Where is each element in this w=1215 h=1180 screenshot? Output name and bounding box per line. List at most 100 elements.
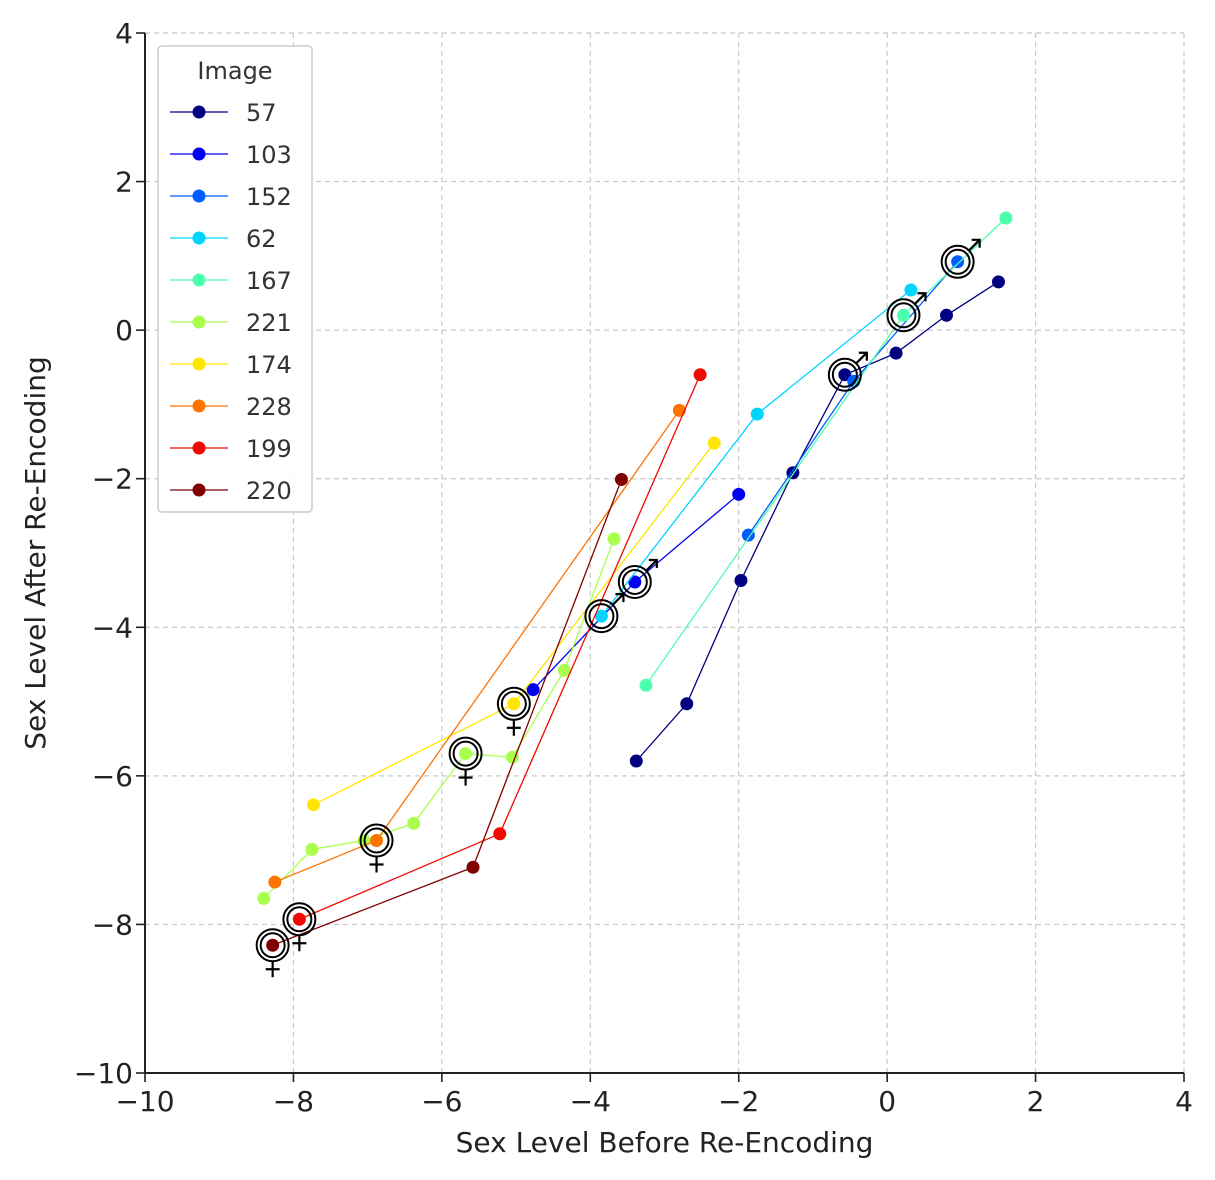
data-point-221 bbox=[257, 891, 271, 905]
legend-entry-57: 57 bbox=[170, 99, 277, 127]
legend-entry-103: 103 bbox=[170, 141, 292, 169]
legend-entry-152: 152 bbox=[170, 183, 292, 211]
sex-marker-57 bbox=[827, 351, 868, 392]
data-point-174 bbox=[507, 697, 521, 711]
data-point-152 bbox=[951, 255, 965, 269]
legend-entry-174: 174 bbox=[170, 351, 292, 379]
legend-entry-228: 228 bbox=[170, 393, 292, 421]
series-line-220 bbox=[272, 479, 623, 946]
marker-ring bbox=[588, 603, 615, 630]
legend-label: 174 bbox=[246, 351, 292, 379]
y-tick-label: 0 bbox=[115, 314, 133, 347]
data-point-220 bbox=[266, 938, 280, 952]
legend-label: 62 bbox=[246, 225, 277, 253]
data-point-220 bbox=[466, 860, 480, 874]
legend-marker bbox=[192, 147, 206, 161]
data-point-174 bbox=[707, 436, 721, 450]
data-point-221 bbox=[305, 842, 319, 856]
y-tick-label: 2 bbox=[115, 166, 133, 199]
data-point-221 bbox=[407, 816, 421, 830]
marker-ring bbox=[500, 690, 527, 717]
marker-ring-outer bbox=[886, 298, 921, 333]
male-arrow-head bbox=[858, 351, 868, 361]
y-tick-label: 4 bbox=[115, 17, 133, 50]
y-tick-label: −2 bbox=[92, 463, 133, 496]
series-line-103 bbox=[532, 493, 740, 691]
legend-marker bbox=[192, 231, 206, 245]
marker-ring bbox=[259, 932, 286, 959]
legend: Image 57 103 152 62 167 221 174 228 199 220 bbox=[157, 45, 313, 513]
data-point-57 bbox=[734, 573, 748, 587]
legend-marker bbox=[192, 273, 206, 287]
y-axis-title: Sex Level After Re-Encoding bbox=[19, 356, 52, 750]
data-point-152 bbox=[741, 528, 755, 542]
male-arrow-shaft bbox=[611, 593, 625, 606]
legend-marker bbox=[192, 441, 206, 455]
data-point-57 bbox=[940, 308, 954, 322]
legend-label: 220 bbox=[246, 477, 292, 505]
legend-marker bbox=[192, 483, 206, 497]
data-point-62 bbox=[904, 283, 918, 297]
data-point-103 bbox=[732, 487, 746, 501]
marker-ring-outer bbox=[827, 357, 862, 392]
marker-ring bbox=[621, 568, 648, 595]
series-line-152 bbox=[747, 261, 959, 536]
legend-entry-220: 220 bbox=[170, 477, 292, 505]
male-arrow-shaft bbox=[913, 292, 927, 306]
legend-box bbox=[157, 45, 313, 513]
data-point-57 bbox=[991, 275, 1005, 289]
legend-marker bbox=[192, 357, 206, 371]
marker-ring-outer bbox=[617, 564, 652, 599]
sex-marker-228 bbox=[359, 823, 394, 873]
marker-ring-outer bbox=[940, 244, 975, 279]
sex-marker-103 bbox=[617, 558, 658, 599]
data-point-174 bbox=[306, 798, 320, 812]
data-point-62 bbox=[594, 609, 608, 623]
data-point-221 bbox=[459, 747, 473, 761]
legend-entry-221: 221 bbox=[170, 309, 292, 337]
data-point-228 bbox=[268, 875, 282, 889]
male-arrow-head bbox=[971, 238, 981, 248]
series-line-62 bbox=[600, 289, 912, 617]
legend-label: 167 bbox=[246, 267, 292, 295]
data-point-167 bbox=[639, 678, 653, 692]
legend-label: 152 bbox=[246, 183, 292, 211]
data-point-167 bbox=[999, 211, 1013, 225]
data-point-103 bbox=[526, 683, 540, 697]
data-point-220 bbox=[614, 472, 628, 486]
legend-marker bbox=[192, 315, 206, 329]
y-tick-label: −4 bbox=[92, 611, 133, 644]
x-tick-label: −6 bbox=[421, 1085, 462, 1118]
legend-label: 221 bbox=[246, 309, 292, 337]
data-point-57 bbox=[889, 346, 903, 360]
legend-title: Image bbox=[197, 57, 272, 85]
male-arrow-head bbox=[917, 292, 927, 302]
male-arrow-shaft bbox=[645, 559, 658, 572]
series-line-221 bbox=[263, 538, 615, 899]
male-arrow-shaft bbox=[967, 239, 981, 252]
data-point-103 bbox=[628, 575, 642, 589]
marker-ring bbox=[363, 827, 390, 854]
data-point-167 bbox=[896, 308, 910, 322]
y-tick-label: −6 bbox=[92, 760, 133, 793]
data-point-57 bbox=[629, 754, 643, 768]
x-tick-label: −2 bbox=[718, 1085, 759, 1118]
x-axis-title: Sex Level Before Re-Encoding bbox=[456, 1126, 874, 1159]
marker-ring bbox=[452, 740, 479, 767]
sex-marker-174 bbox=[496, 686, 531, 736]
sex-marker-167 bbox=[886, 292, 927, 333]
series-line-57 bbox=[635, 281, 999, 762]
axes-layer: −10 −8 −6 −4 −2 0 2 4 −10 −8 −6 −4 −2 0 2 4 Sex Level Be… bbox=[19, 17, 1193, 1159]
legend-label: 199 bbox=[246, 435, 292, 463]
marker-ring bbox=[286, 906, 313, 933]
data-point-221 bbox=[557, 663, 571, 677]
sex-marker-220 bbox=[255, 928, 290, 978]
sex-marker-62 bbox=[584, 593, 625, 634]
data-point-57 bbox=[680, 697, 694, 711]
x-tick-label: −8 bbox=[273, 1085, 314, 1118]
data-point-199 bbox=[493, 827, 507, 841]
x-tick-label: 4 bbox=[1175, 1085, 1193, 1118]
x-tick-label: −10 bbox=[115, 1085, 174, 1118]
